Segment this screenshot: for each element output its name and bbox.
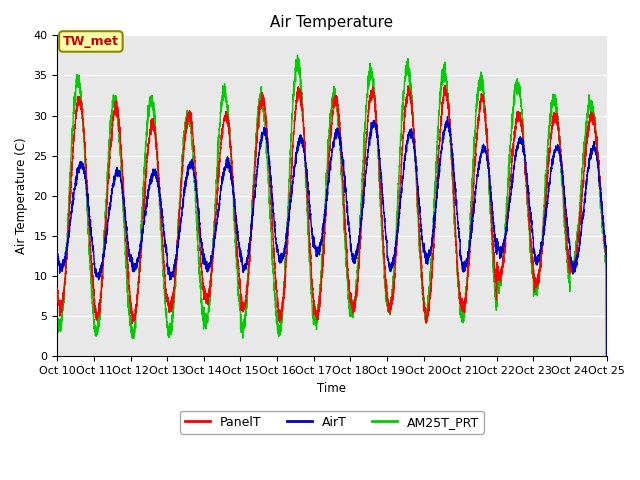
Text: TW_met: TW_met — [63, 35, 119, 48]
AM25T_PRT — [486, 194, 494, 200]
Line: PanelT: PanelT — [58, 85, 607, 356]
AM25T_PRT — [425, 295, 433, 300]
PanelT — [441, 83, 449, 88]
AirT — [455, 234, 463, 240]
AirT — [602, 243, 610, 249]
Line: AM25T_PRT: AM25T_PRT — [58, 55, 607, 356]
Y-axis label: Air Temperature (C): Air Temperature (C) — [15, 137, 28, 254]
AM25T_PRT — [455, 293, 463, 299]
AirT — [603, 353, 611, 359]
PanelT — [455, 286, 463, 292]
Line: AirT: AirT — [58, 117, 607, 356]
PanelT — [602, 248, 610, 254]
AirT — [54, 253, 61, 259]
AirT — [425, 253, 433, 259]
AM25T_PRT — [294, 52, 301, 58]
PanelT — [54, 286, 61, 291]
PanelT — [425, 302, 433, 308]
PanelT — [486, 188, 494, 194]
AM25T_PRT — [152, 135, 160, 141]
AirT — [444, 114, 451, 120]
PanelT — [312, 311, 319, 317]
AirT — [486, 184, 494, 190]
X-axis label: Time: Time — [317, 382, 346, 395]
AM25T_PRT — [312, 319, 319, 325]
AM25T_PRT — [603, 353, 611, 359]
AirT — [152, 173, 160, 179]
AM25T_PRT — [602, 255, 610, 261]
AirT — [312, 243, 319, 249]
Title: Air Temperature: Air Temperature — [271, 15, 394, 30]
Legend: PanelT, AirT, AM25T_PRT: PanelT, AirT, AM25T_PRT — [180, 411, 484, 434]
AM25T_PRT — [54, 315, 61, 321]
PanelT — [152, 139, 160, 144]
PanelT — [603, 353, 611, 359]
